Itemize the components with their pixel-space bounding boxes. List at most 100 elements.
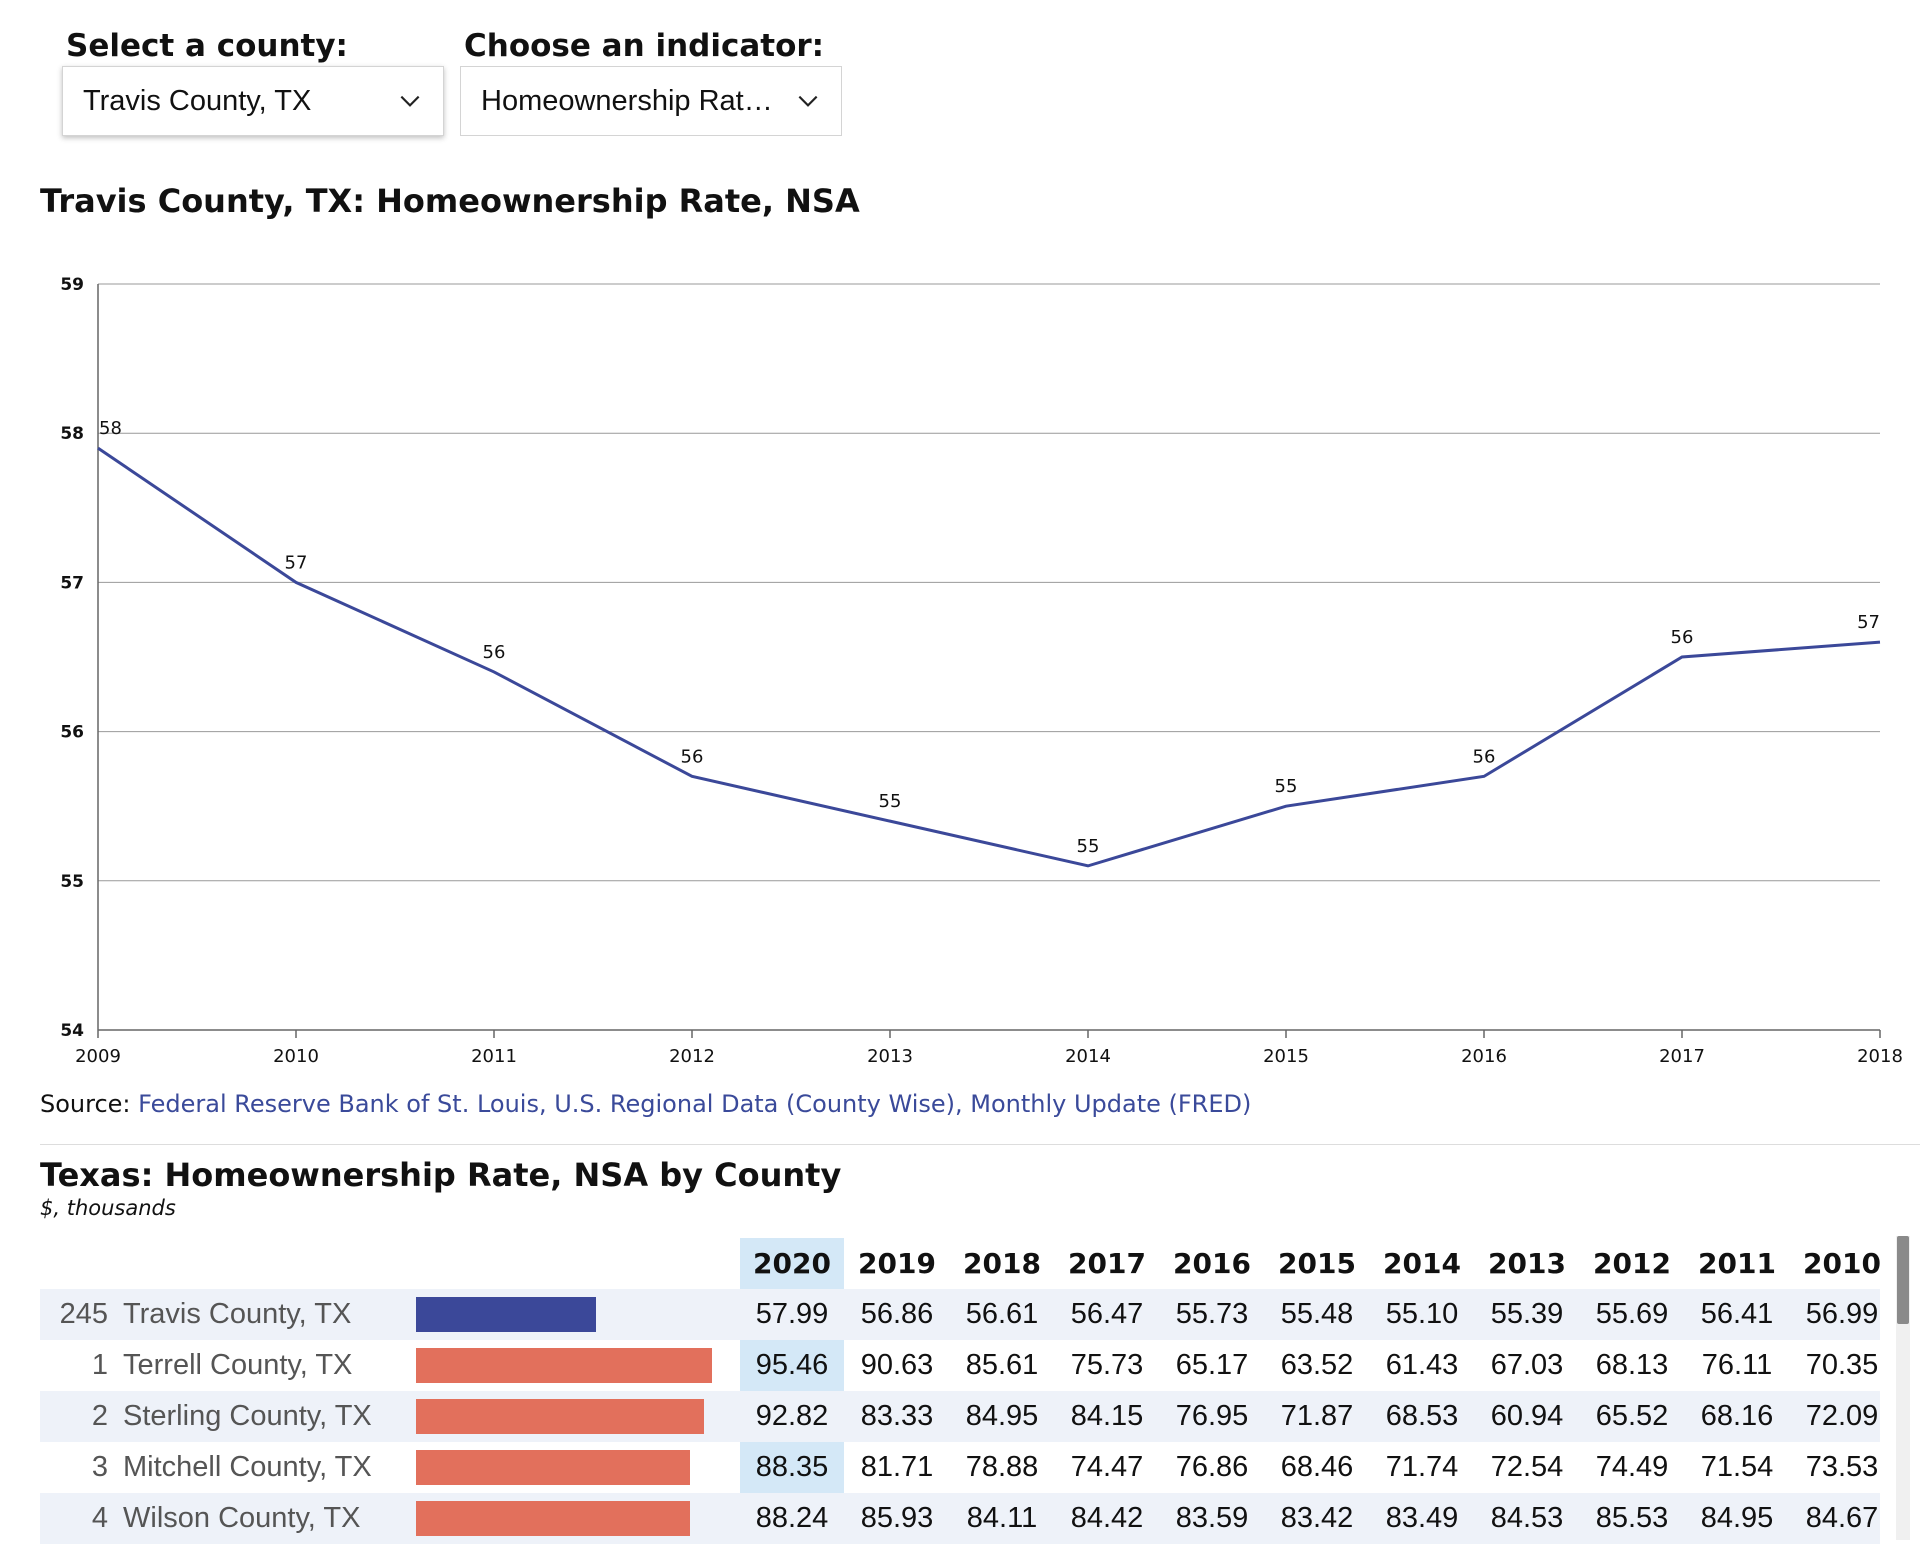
data-label: 56 [1671, 627, 1694, 648]
row-value: 56.61 [965, 1298, 1039, 1330]
x-tick-label: 2017 [1659, 1046, 1705, 1067]
table-row[interactable]: 1 Terrell County, TX 95.46 90.63 85.61 75.73 6… [40, 1340, 1880, 1391]
column-header-2012[interactable]: 2012 [1593, 1247, 1671, 1280]
row-rank: 2 [91, 1400, 108, 1432]
row-value: 84.11 [966, 1502, 1038, 1534]
column-header-2010[interactable]: 2010 [1803, 1247, 1881, 1280]
row-county-name: Wilson County, TX [123, 1502, 361, 1534]
column-header-2017[interactable]: 2017 [1068, 1247, 1146, 1280]
series-line [97, 446, 1881, 868]
row-value: 71.87 [1280, 1400, 1354, 1432]
x-tick-label: 2018 [1857, 1046, 1903, 1067]
row-value: 88.35 [755, 1451, 829, 1483]
row-value: 90.63 [860, 1349, 934, 1381]
row-value: 84.95 [965, 1400, 1039, 1432]
y-tick-label: 59 [60, 275, 84, 295]
row-value: 83.42 [1280, 1502, 1354, 1534]
row-value: 83.33 [860, 1400, 934, 1432]
x-tick-label: 2014 [1065, 1046, 1111, 1067]
data-label: 55 [879, 791, 902, 812]
row-value: 56.47 [1070, 1298, 1144, 1330]
row-value: 55.69 [1595, 1298, 1669, 1330]
column-header-2015[interactable]: 2015 [1278, 1247, 1356, 1280]
row-value: 92.82 [755, 1400, 829, 1432]
row-value: 71.74 [1385, 1451, 1459, 1483]
column-header-2014[interactable]: 2014 [1383, 1247, 1461, 1280]
row-value: 83.59 [1175, 1502, 1249, 1534]
row-value: 56.86 [860, 1298, 934, 1330]
column-header-2011[interactable]: 2011 [1698, 1247, 1776, 1280]
data-label: 56 [483, 642, 506, 663]
row-value: 75.73 [1070, 1349, 1144, 1381]
row-bar [416, 1348, 712, 1383]
row-rank: 4 [91, 1502, 108, 1534]
column-header-2013[interactable]: 2013 [1488, 1247, 1566, 1280]
table-header-row: 2020 2019 2018 2017 2016 2015 2014 2013 2012 2011… [40, 1238, 1881, 1289]
row-value: 85.93 [860, 1502, 934, 1534]
row-value: 74.47 [1070, 1451, 1144, 1483]
table-row[interactable]: 2 Sterling County, TX 92.82 83.33 84.95 84.15… [40, 1391, 1880, 1442]
chart-title: Travis County, TX: Homeownership Rate, N… [40, 182, 860, 220]
y-tick-label: 57 [60, 573, 84, 593]
row-value: 84.42 [1070, 1502, 1144, 1534]
table-row[interactable]: 4 Wilson County, TX 88.24 85.93 84.11 84.42 83… [40, 1493, 1880, 1544]
table-title: Texas: Homeownership Rate, NSA by County [40, 1156, 842, 1194]
row-value: 76.11 [1701, 1349, 1773, 1381]
row-value: 61.43 [1385, 1349, 1459, 1381]
row-value: 67.03 [1490, 1349, 1564, 1381]
y-tick-label: 54 [60, 1021, 84, 1041]
y-tick-label: 58 [60, 424, 84, 444]
source-link[interactable]: Federal Reserve Bank of St. Louis, U.S. … [138, 1090, 1252, 1118]
x-tick-label: 2013 [867, 1046, 913, 1067]
scrollbar-thumb[interactable] [1897, 1236, 1909, 1324]
row-value: 85.61 [965, 1349, 1039, 1381]
row-value: 55.48 [1280, 1298, 1354, 1330]
source-line: Source: Federal Reserve Bank of St. Loui… [40, 1090, 1251, 1118]
column-header-2016[interactable]: 2016 [1173, 1247, 1251, 1280]
row-value: 68.16 [1700, 1400, 1774, 1432]
county-select-value: Travis County, TX [83, 84, 312, 117]
indicator-select[interactable]: Homeownership Rat… [460, 66, 842, 136]
x-tick-label: 2015 [1263, 1046, 1309, 1067]
row-value: 81.71 [860, 1451, 934, 1483]
row-rank: 3 [91, 1451, 108, 1483]
divider [40, 1144, 1920, 1145]
row-value: 57.99 [755, 1298, 829, 1330]
row-value: 76.86 [1175, 1451, 1249, 1483]
indicator-select-value: Homeownership Rat… [481, 84, 773, 117]
data-label: 55 [1077, 836, 1100, 857]
row-value: 68.46 [1280, 1451, 1354, 1483]
column-header-2020[interactable]: 2020 [753, 1247, 831, 1280]
row-rank: 1 [91, 1349, 108, 1381]
highlighted-column [740, 1238, 844, 1540]
row-value: 83.49 [1385, 1502, 1459, 1534]
row-value: 85.53 [1595, 1502, 1669, 1534]
row-value: 60.94 [1490, 1400, 1564, 1432]
table-row[interactable]: 3 Mitchell County, TX 88.35 81.71 78.88 74.47… [40, 1442, 1880, 1493]
x-tick-label: 2012 [669, 1046, 715, 1067]
column-header-2019[interactable]: 2019 [858, 1247, 936, 1280]
data-label: 57 [285, 552, 308, 573]
row-value: 70.35 [1805, 1349, 1879, 1381]
data-label: 56 [1473, 746, 1496, 767]
data-label: 57 [1857, 612, 1880, 633]
row-value: 71.54 [1700, 1451, 1774, 1483]
row-value: 65.52 [1595, 1400, 1669, 1432]
row-value: 56.99 [1805, 1298, 1879, 1330]
row-bar [416, 1399, 704, 1434]
table-row[interactable]: 245 Travis County, TX 57.99 56.86 56.61 56.47… [40, 1289, 1880, 1340]
indicator-label: Choose an indicator: [464, 28, 825, 64]
row-value: 55.10 [1385, 1298, 1459, 1330]
source-prefix: Source: [40, 1090, 139, 1118]
county-select[interactable]: Travis County, TX [62, 66, 444, 136]
county-label: Select a county: [66, 28, 348, 64]
row-county-name: Mitchell County, TX [123, 1451, 372, 1483]
data-label: 55 [1275, 776, 1298, 797]
table-subtitle: $, thousands [40, 1196, 176, 1220]
x-tick-label: 2009 [75, 1046, 121, 1067]
column-header-2018[interactable]: 2018 [963, 1247, 1041, 1280]
x-tick-label: 2011 [471, 1046, 517, 1067]
row-value: 73.53 [1805, 1451, 1879, 1483]
chevron-down-icon [400, 95, 420, 107]
row-bar [416, 1297, 596, 1332]
